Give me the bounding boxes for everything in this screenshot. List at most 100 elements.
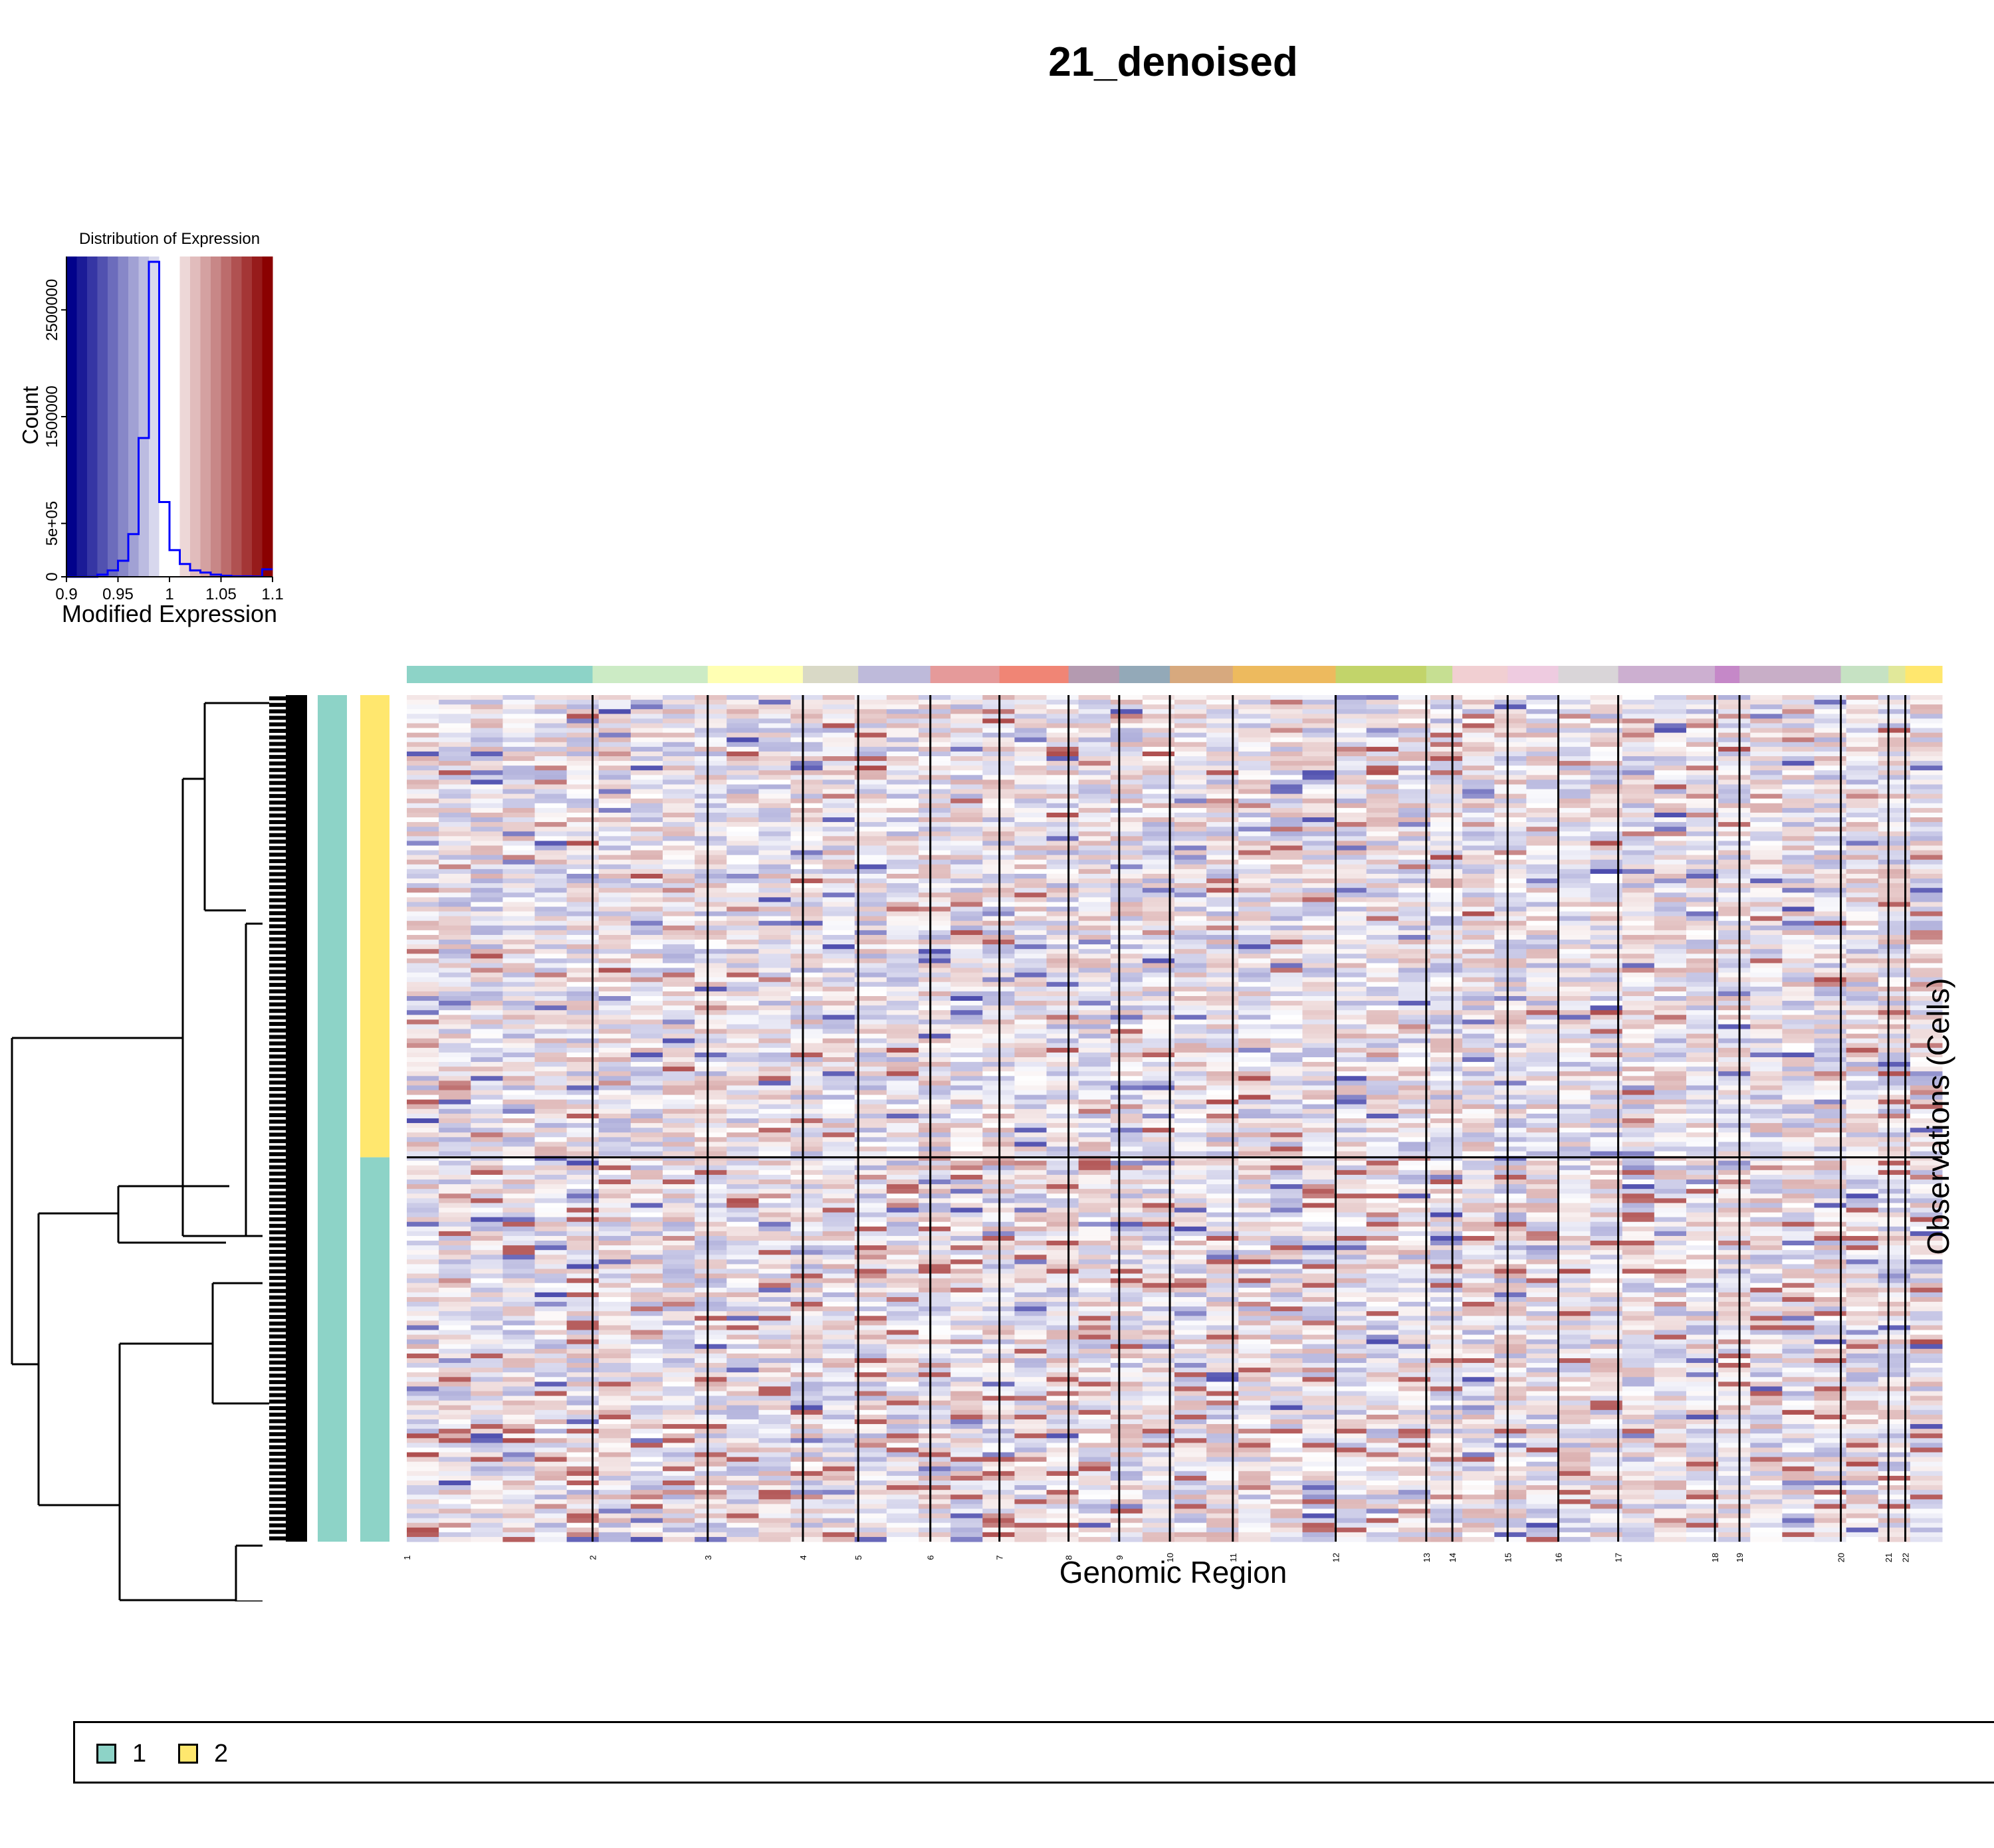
heatmap-cell xyxy=(1910,930,1943,936)
heatmap-cell xyxy=(1750,770,1783,775)
heatmap-cell xyxy=(758,954,791,959)
heatmap-cell xyxy=(1846,784,1879,790)
heatmap-cell xyxy=(471,1062,503,1067)
heatmap-cell xyxy=(1622,968,1655,974)
heatmap-cell xyxy=(695,822,727,827)
heatmap-cell xyxy=(502,761,535,766)
heatmap-cell xyxy=(822,892,855,898)
heatmap-cell xyxy=(1110,1137,1143,1142)
heatmap-cell xyxy=(471,807,503,813)
heatmap-cell xyxy=(1238,902,1271,907)
heatmap-cell xyxy=(1526,883,1559,888)
heatmap-cell xyxy=(598,803,631,809)
heatmap-cell xyxy=(1526,817,1559,823)
heatmap-cell xyxy=(1302,1067,1335,1072)
heatmap-cell xyxy=(1878,1015,1911,1020)
heatmap-cell xyxy=(1558,695,1591,700)
heatmap-cell xyxy=(1526,742,1559,748)
heatmap-cell xyxy=(1014,761,1047,766)
heatmap-cell xyxy=(726,1029,759,1035)
heatmap-cell xyxy=(1206,911,1239,917)
heatmap-cell xyxy=(1366,1067,1399,1072)
heatmap-cell xyxy=(854,709,887,714)
heatmap-cell xyxy=(1622,723,1655,729)
heatmap-cell xyxy=(407,803,439,809)
annotation-bar-group-2 xyxy=(360,695,389,1158)
heatmap-cell xyxy=(1494,798,1527,804)
heatmap-cell xyxy=(1334,878,1367,884)
heatmap-cell xyxy=(1430,1090,1463,1096)
heatmap-cell xyxy=(1750,963,1783,969)
heatmap-cell xyxy=(534,1113,568,1119)
heatmap-cell xyxy=(790,1024,824,1030)
heatmap-cell xyxy=(1878,704,1911,710)
heatmap-cell xyxy=(1654,798,1687,804)
heatmap-cell xyxy=(1014,902,1047,907)
chromosome-band xyxy=(707,666,804,683)
heatmap-cell xyxy=(695,1067,727,1072)
heatmap-cell xyxy=(854,977,887,983)
heatmap-cell xyxy=(1174,700,1207,705)
heatmap-cell xyxy=(566,1099,600,1105)
heatmap-cell xyxy=(471,1132,503,1138)
heatmap-cell xyxy=(1046,1099,1079,1105)
heatmap-cell xyxy=(919,746,951,752)
heatmap-cell xyxy=(1238,732,1271,738)
heatmap-cell xyxy=(1302,1015,1335,1020)
heatmap-cell xyxy=(630,902,663,907)
heatmap-cell xyxy=(1174,1038,1207,1044)
heatmap-cell xyxy=(1110,1001,1143,1006)
heatmap-cell xyxy=(1366,742,1399,748)
heatmap-cell xyxy=(1270,968,1303,974)
heatmap-cell xyxy=(663,1071,695,1077)
heatmap-cell xyxy=(1654,1156,1687,1162)
heatmap-cell xyxy=(790,859,824,865)
heatmap-cell xyxy=(1014,784,1047,790)
heatmap-cell xyxy=(1110,1085,1143,1091)
heatmap-cell xyxy=(502,888,535,893)
heatmap-cell xyxy=(758,1123,791,1128)
heatmap-cell xyxy=(1846,873,1879,879)
heatmap-cell xyxy=(1622,1024,1655,1030)
heatmap-cell xyxy=(1334,1142,1367,1147)
heatmap-cell xyxy=(439,963,471,969)
heatmap-cell xyxy=(1654,1137,1687,1142)
heatmap-cell xyxy=(407,1156,439,1162)
heatmap-cell xyxy=(1814,1001,1847,1006)
heatmap-cell xyxy=(1014,995,1047,1001)
heatmap-cell xyxy=(1142,1099,1175,1105)
heatmap-cell xyxy=(1142,1094,1175,1100)
heatmap-cell xyxy=(1878,822,1911,827)
heatmap-cell xyxy=(950,831,983,837)
heatmap-cell xyxy=(407,1029,439,1035)
heatmap-cell xyxy=(1366,1137,1399,1142)
heatmap-cell xyxy=(630,817,663,823)
heatmap-cell xyxy=(1622,981,1655,987)
heatmap-cell xyxy=(1782,1062,1815,1067)
heatmap-cell xyxy=(1430,723,1463,729)
heatmap-cell xyxy=(663,841,695,846)
heatmap-cell xyxy=(1750,1071,1783,1077)
heatmap-cell xyxy=(1654,888,1687,893)
heatmap-cell xyxy=(1526,949,1559,954)
heatmap-cell xyxy=(502,803,535,809)
heatmap-cell xyxy=(1814,831,1847,837)
heatmap-cell xyxy=(471,1015,503,1020)
heatmap-cell xyxy=(1558,1094,1591,1100)
heatmap-cell xyxy=(1206,793,1239,799)
heatmap-cell xyxy=(1430,1151,1463,1157)
heatmap-cell xyxy=(566,902,600,907)
heatmap-cell xyxy=(407,968,439,974)
heatmap-cell xyxy=(1078,737,1111,743)
heatmap-cell xyxy=(758,1071,791,1077)
heatmap-cell xyxy=(407,737,439,743)
heatmap-cell xyxy=(1782,723,1815,729)
heatmap-cell xyxy=(886,958,919,964)
heatmap-cell xyxy=(1334,920,1367,926)
heatmap-cell xyxy=(1334,704,1367,710)
heatmap-cell xyxy=(1174,770,1207,775)
heatmap-cell xyxy=(502,718,535,724)
heatmap-cell xyxy=(439,995,471,1001)
heatmap-cell xyxy=(726,995,759,1001)
heatmap-cell xyxy=(854,995,887,1001)
